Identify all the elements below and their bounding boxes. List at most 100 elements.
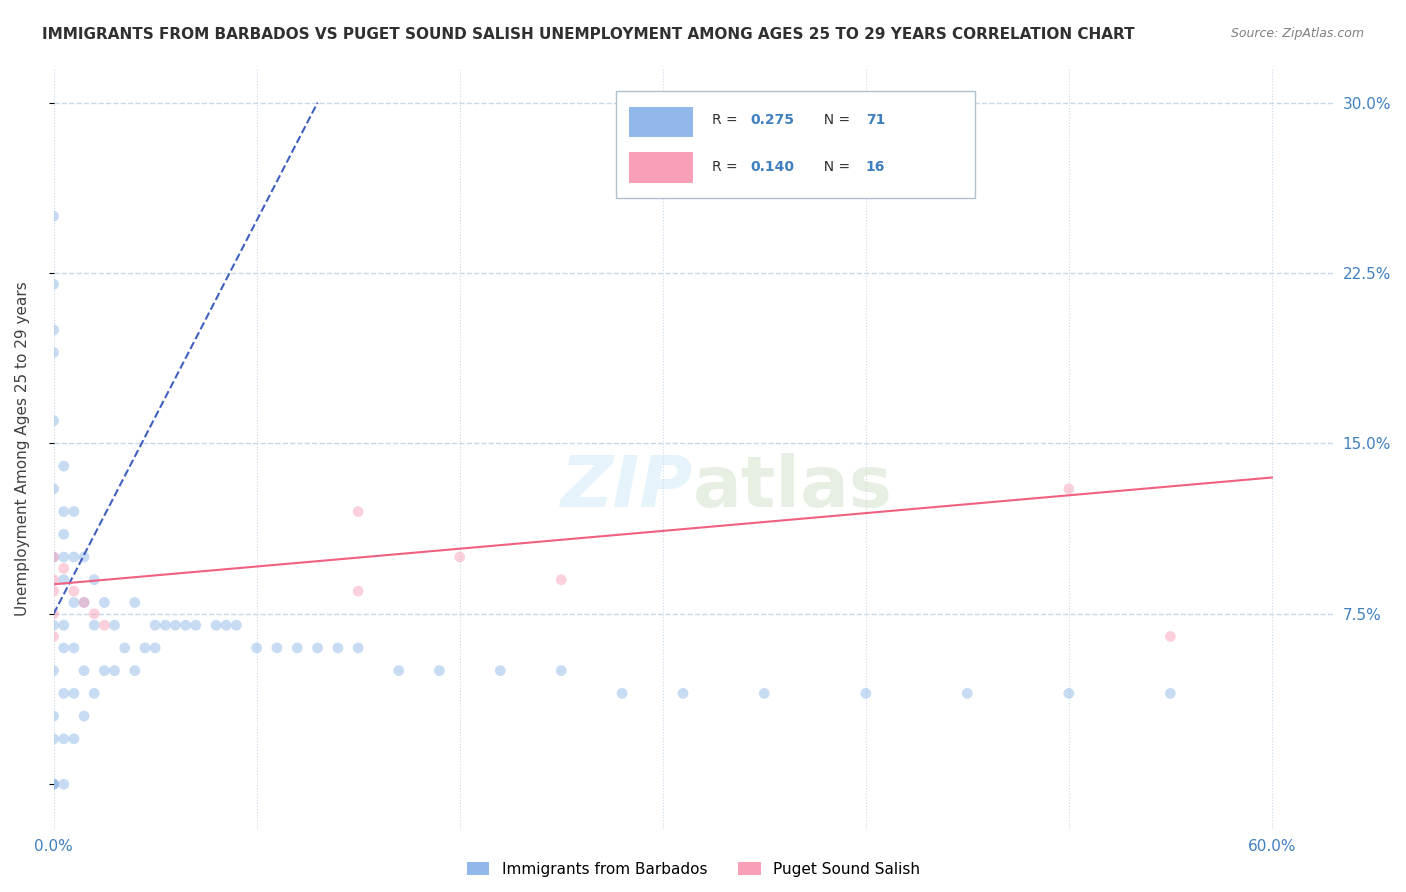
FancyBboxPatch shape bbox=[630, 153, 693, 183]
Point bbox=[489, 664, 512, 678]
Point bbox=[93, 618, 115, 632]
Text: 0.275: 0.275 bbox=[751, 113, 794, 128]
Point bbox=[165, 618, 187, 632]
Point bbox=[52, 527, 75, 541]
Point bbox=[42, 414, 65, 428]
Text: R =: R = bbox=[713, 113, 742, 128]
Point bbox=[52, 549, 75, 564]
Point bbox=[307, 640, 329, 655]
FancyBboxPatch shape bbox=[616, 91, 974, 198]
FancyBboxPatch shape bbox=[630, 106, 693, 137]
Point bbox=[83, 607, 105, 621]
Point bbox=[550, 573, 572, 587]
Point bbox=[1159, 630, 1181, 644]
Point bbox=[42, 777, 65, 791]
Point bbox=[114, 640, 136, 655]
Point bbox=[83, 686, 105, 700]
Point bbox=[52, 731, 75, 746]
Text: Source: ZipAtlas.com: Source: ZipAtlas.com bbox=[1230, 27, 1364, 40]
Text: N =: N = bbox=[814, 161, 855, 175]
Y-axis label: Unemployment Among Ages 25 to 29 years: Unemployment Among Ages 25 to 29 years bbox=[15, 282, 30, 616]
Point bbox=[52, 777, 75, 791]
Point bbox=[63, 640, 86, 655]
Point bbox=[83, 618, 105, 632]
Point bbox=[73, 595, 96, 609]
Point bbox=[42, 664, 65, 678]
Point bbox=[347, 640, 370, 655]
Point bbox=[52, 505, 75, 519]
Point bbox=[52, 618, 75, 632]
Point bbox=[42, 209, 65, 223]
Point bbox=[143, 618, 166, 632]
Point bbox=[52, 561, 75, 575]
Point bbox=[42, 323, 65, 337]
Point bbox=[93, 664, 115, 678]
Point bbox=[143, 640, 166, 655]
Point bbox=[42, 277, 65, 292]
Point bbox=[52, 640, 75, 655]
Point bbox=[672, 686, 695, 700]
Legend: Immigrants from Barbados, Puget Sound Salish: Immigrants from Barbados, Puget Sound Sa… bbox=[460, 855, 927, 883]
Point bbox=[103, 618, 125, 632]
Text: ZIP: ZIP bbox=[561, 452, 693, 522]
Text: IMMIGRANTS FROM BARBADOS VS PUGET SOUND SALISH UNEMPLOYMENT AMONG AGES 25 TO 29 : IMMIGRANTS FROM BARBADOS VS PUGET SOUND … bbox=[42, 27, 1135, 42]
Point bbox=[63, 595, 86, 609]
Point bbox=[42, 777, 65, 791]
Point bbox=[205, 618, 228, 632]
Point bbox=[63, 549, 86, 564]
Point bbox=[174, 618, 197, 632]
Point bbox=[429, 664, 451, 678]
Point bbox=[42, 584, 65, 599]
Point bbox=[266, 640, 288, 655]
Point bbox=[550, 664, 572, 678]
Text: N =: N = bbox=[814, 113, 855, 128]
Point bbox=[855, 686, 877, 700]
Text: 0.140: 0.140 bbox=[751, 161, 794, 175]
Point bbox=[388, 664, 411, 678]
Point bbox=[42, 777, 65, 791]
Point bbox=[225, 618, 247, 632]
Text: R =: R = bbox=[713, 161, 742, 175]
Point bbox=[347, 584, 370, 599]
Point bbox=[1057, 686, 1080, 700]
Text: atlas: atlas bbox=[693, 452, 893, 522]
Point bbox=[184, 618, 207, 632]
Point bbox=[754, 686, 776, 700]
Point bbox=[42, 630, 65, 644]
Text: 16: 16 bbox=[866, 161, 886, 175]
Point bbox=[42, 549, 65, 564]
Point bbox=[326, 640, 349, 655]
Point bbox=[73, 549, 96, 564]
Point bbox=[42, 709, 65, 723]
Point bbox=[63, 731, 86, 746]
Point bbox=[73, 664, 96, 678]
Point bbox=[52, 686, 75, 700]
Point bbox=[63, 584, 86, 599]
Point bbox=[103, 664, 125, 678]
Point bbox=[42, 573, 65, 587]
Point bbox=[42, 482, 65, 496]
Point bbox=[610, 686, 633, 700]
Point bbox=[73, 709, 96, 723]
Point bbox=[42, 607, 65, 621]
Point bbox=[956, 686, 979, 700]
Point bbox=[42, 345, 65, 359]
Point bbox=[73, 595, 96, 609]
Point bbox=[124, 664, 146, 678]
Point bbox=[449, 549, 471, 564]
Point bbox=[134, 640, 156, 655]
Point bbox=[124, 595, 146, 609]
Point bbox=[1057, 482, 1080, 496]
Point bbox=[215, 618, 238, 632]
Point bbox=[42, 618, 65, 632]
Text: 71: 71 bbox=[866, 113, 886, 128]
Point bbox=[52, 573, 75, 587]
Point bbox=[52, 459, 75, 474]
Point bbox=[246, 640, 269, 655]
Point bbox=[63, 505, 86, 519]
Point bbox=[42, 549, 65, 564]
Point bbox=[63, 686, 86, 700]
Point bbox=[93, 595, 115, 609]
Point bbox=[155, 618, 177, 632]
Point bbox=[42, 731, 65, 746]
